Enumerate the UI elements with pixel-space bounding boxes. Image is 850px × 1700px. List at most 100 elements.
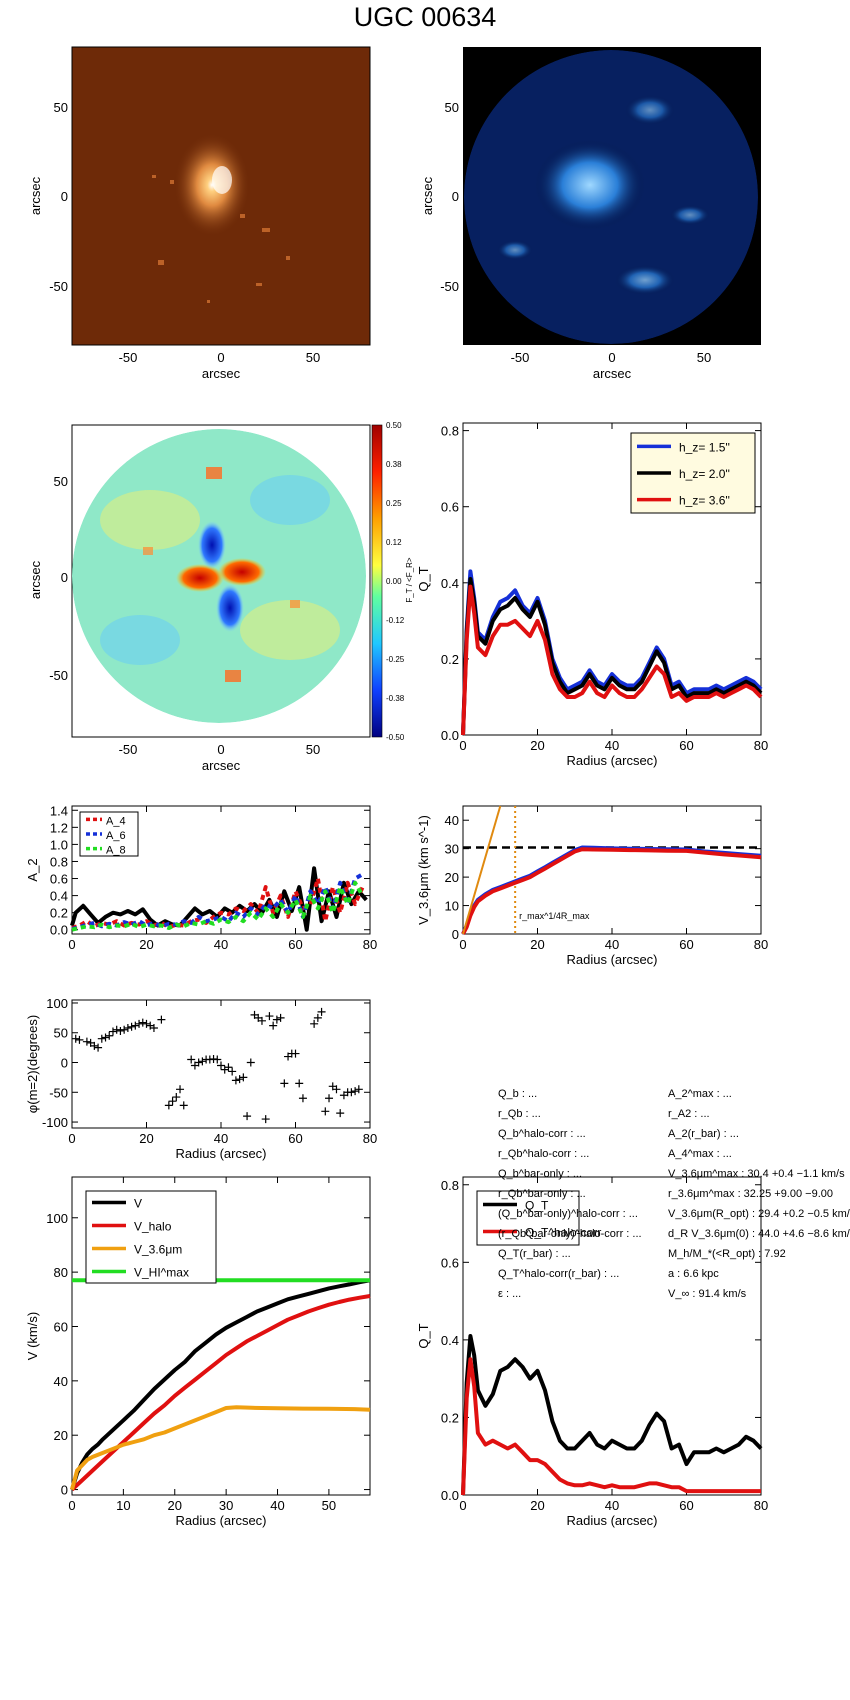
data-point xyxy=(105,1031,114,1040)
param-row: r_Qb : ... xyxy=(498,1108,541,1120)
chart-5: 0 10 20 30 40 50 0 20 40 60 80 100 Radius (arcsec) V … xyxy=(25,1176,371,1528)
data-point xyxy=(164,1101,173,1110)
param-row: (Q_b^bar-only)^halo-corr : ... xyxy=(498,1208,638,1220)
x-axis-label: Radius (arcsec) xyxy=(175,1146,266,1161)
y-tick-label: 0.6 xyxy=(50,872,68,887)
legend-label: Q_T xyxy=(525,1199,549,1213)
legend-label: V_3.6μm xyxy=(134,1243,182,1257)
legend-label: A_8 xyxy=(106,845,126,857)
chart-2: 0 20 40 60 80 0.0 0.2 0.4 0.6 0.8 1.0 1.2 1.4 A_2 A_4 A… xyxy=(25,803,377,952)
y-tick-label: 10 xyxy=(445,899,459,914)
param-row: a : 6.6 kpc xyxy=(668,1268,719,1280)
param-row: Q_T(r_bar) : ... xyxy=(498,1248,571,1260)
y-tick-label: 0.6 xyxy=(441,500,459,515)
cbar-tick: -0.25 xyxy=(386,655,405,664)
img1-xtick: -50 xyxy=(119,350,138,365)
cbar-tick: -0.50 xyxy=(386,733,405,742)
series-line-4 xyxy=(71,880,365,932)
data-point xyxy=(112,1025,121,1034)
img1-ytick: 50 xyxy=(54,100,68,115)
x-tick-label: 80 xyxy=(363,937,377,952)
data-point xyxy=(280,1079,289,1088)
x-tick-label: 0 xyxy=(459,738,466,753)
img3-ytick: -50 xyxy=(49,668,68,683)
data-point xyxy=(325,1094,334,1103)
x-tick-label: 40 xyxy=(214,937,228,952)
data-point xyxy=(235,1075,244,1084)
param-row: r_A2 : ... xyxy=(668,1108,710,1120)
x-tick-label: 60 xyxy=(288,1131,302,1146)
data-point xyxy=(332,1085,341,1094)
param-row: r_Qb^halo-corr : ... xyxy=(498,1148,590,1160)
img3-xlabel: arcsec xyxy=(202,758,241,773)
data-point xyxy=(217,1061,225,1070)
param-row: A_2(r_bar) : ... xyxy=(668,1128,739,1140)
x-tick-label: 60 xyxy=(679,937,693,952)
series-line-3 xyxy=(462,805,502,935)
x-tick-label: 20 xyxy=(168,1498,182,1513)
data-point xyxy=(135,1019,144,1028)
x-tick-label: 50 xyxy=(322,1498,336,1513)
cbar-tick: 0.38 xyxy=(386,460,402,469)
data-point xyxy=(347,1088,356,1097)
data-point xyxy=(75,1035,84,1044)
params-left: Q_b : ... r_Qb : ... Q_b^halo-corr : ...… xyxy=(498,1084,642,1304)
x-axis-label: Radius (arcsec) xyxy=(175,1513,266,1528)
param-row: A_2^max : ... xyxy=(668,1088,732,1100)
data-point xyxy=(194,1058,203,1067)
param-row: Q_b^halo-corr : ... xyxy=(498,1128,586,1140)
y-tick-label: 0.8 xyxy=(50,854,68,869)
y-axis-label: φ(m=2)(degrees) xyxy=(25,1015,40,1113)
data-point xyxy=(261,1115,270,1124)
cbar-tick: -0.38 xyxy=(386,694,405,703)
data-point xyxy=(354,1085,363,1094)
data-point xyxy=(108,1027,117,1036)
legend-label: h_z= 2.0'' xyxy=(679,467,730,481)
legend-label: A_4 xyxy=(106,815,126,827)
img1-ylabel: arcsec xyxy=(28,176,43,215)
y-tick-label: 60 xyxy=(54,1319,68,1334)
x-tick-label: 30 xyxy=(219,1498,233,1513)
img2-xlabel: arcsec xyxy=(593,366,632,381)
data-point xyxy=(224,1063,233,1072)
y-tick-label: 40 xyxy=(445,813,459,828)
chart-6: 0 20 40 60 80 0.0 0.2 0.4 0.6 0.8 Radius (arcsec) Q… xyxy=(416,1176,768,1528)
y-axis-label: V (km/s) xyxy=(25,1312,40,1360)
series-line-1 xyxy=(70,1278,371,1491)
img2-ytick: 0 xyxy=(452,189,459,204)
vline-label: r_max^1/4R_max xyxy=(519,911,590,921)
img3-xtick: -50 xyxy=(119,742,138,757)
data-point xyxy=(179,1101,188,1110)
param-row: A_4^max : ... xyxy=(668,1148,732,1160)
plot-frame xyxy=(462,805,762,935)
param-row: r_Qb^bar-only : ... xyxy=(498,1188,586,1200)
x-tick-label: 60 xyxy=(679,738,693,753)
x-tick-label: 60 xyxy=(679,1498,693,1513)
chart-1: 0 20 40 60 80 0.0 0.2 0.4 0.6 0.8 Radius (arcsec) Q… xyxy=(416,422,768,768)
y-tick-label: 1.4 xyxy=(50,803,68,818)
y-axis-label: Q_T xyxy=(416,566,431,591)
y-tick-label: 0.6 xyxy=(441,1255,459,1270)
y-tick-label: 100 xyxy=(46,996,68,1011)
data-point xyxy=(231,1076,240,1085)
cbar-tick: 0.00 xyxy=(386,577,402,586)
x-tick-label: 0 xyxy=(68,1498,75,1513)
x-tick-label: 0 xyxy=(459,1498,466,1513)
legend-box xyxy=(85,1190,217,1284)
legend-box xyxy=(476,1190,580,1246)
data-point xyxy=(142,1019,151,1028)
param-row: V_∞ : 91.4 km/s xyxy=(668,1288,747,1300)
x-tick-label: 20 xyxy=(139,1131,153,1146)
y-axis-label: Q_T xyxy=(416,1323,431,1348)
image-panel-blue: arcsec arcsec -50 0 50 50 0 -50 xyxy=(420,47,761,381)
series-line-3 xyxy=(71,872,364,931)
y-tick-label: 1.0 xyxy=(50,837,68,852)
x-tick-label: 80 xyxy=(754,1498,768,1513)
cbar-tick: -0.12 xyxy=(386,616,405,625)
y-tick-label: 30 xyxy=(445,842,459,857)
param-row: Q_b^bar-only : ... xyxy=(498,1168,583,1180)
param-row: d_R V_3.6μm(0) : 44.0 +4.6 −8.6 km/s/kpc xyxy=(668,1228,850,1240)
series-line-1 xyxy=(461,569,763,736)
